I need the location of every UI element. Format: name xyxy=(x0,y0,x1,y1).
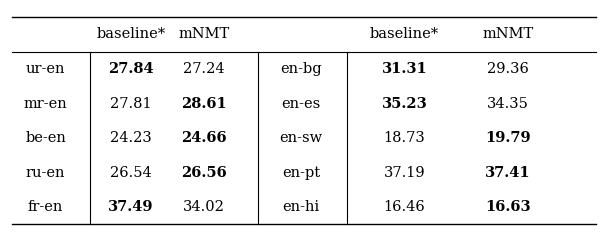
Text: mNMT: mNMT xyxy=(178,27,229,41)
Text: fr-en: fr-en xyxy=(28,200,63,214)
Text: en-sw: en-sw xyxy=(280,131,322,145)
Text: be-en: be-en xyxy=(25,131,66,145)
Text: 24.23: 24.23 xyxy=(110,131,151,145)
Text: en-pt: en-pt xyxy=(282,165,320,180)
Text: 16.46: 16.46 xyxy=(384,200,425,214)
Text: 18.73: 18.73 xyxy=(384,131,425,145)
Text: 27.24: 27.24 xyxy=(183,62,224,76)
Text: 34.35: 34.35 xyxy=(487,97,528,111)
Text: 16.63: 16.63 xyxy=(485,200,531,214)
Text: 37.49: 37.49 xyxy=(108,200,153,214)
Text: 35.23: 35.23 xyxy=(381,97,427,111)
Text: 37.41: 37.41 xyxy=(485,165,531,180)
Text: 37.19: 37.19 xyxy=(384,165,425,180)
Text: ur-en: ur-en xyxy=(26,62,65,76)
Text: 26.54: 26.54 xyxy=(110,165,151,180)
Text: en-bg: en-bg xyxy=(280,62,322,76)
Text: 34.02: 34.02 xyxy=(183,200,224,214)
Text: mr-en: mr-en xyxy=(24,97,67,111)
Text: baseline*: baseline* xyxy=(96,27,165,41)
Text: 26.56: 26.56 xyxy=(181,165,227,180)
Text: en-hi: en-hi xyxy=(282,200,320,214)
Text: baseline*: baseline* xyxy=(370,27,439,41)
Text: 27.84: 27.84 xyxy=(108,62,154,76)
Text: ru-en: ru-en xyxy=(26,165,65,180)
Text: 29.36: 29.36 xyxy=(487,62,528,76)
Text: mNMT: mNMT xyxy=(482,27,533,41)
Text: 27.81: 27.81 xyxy=(110,97,151,111)
Text: 19.79: 19.79 xyxy=(485,131,531,145)
Text: 28.61: 28.61 xyxy=(181,97,227,111)
Text: 24.66: 24.66 xyxy=(181,131,227,145)
Text: en-es: en-es xyxy=(282,97,320,111)
Text: 31.31: 31.31 xyxy=(381,62,427,76)
